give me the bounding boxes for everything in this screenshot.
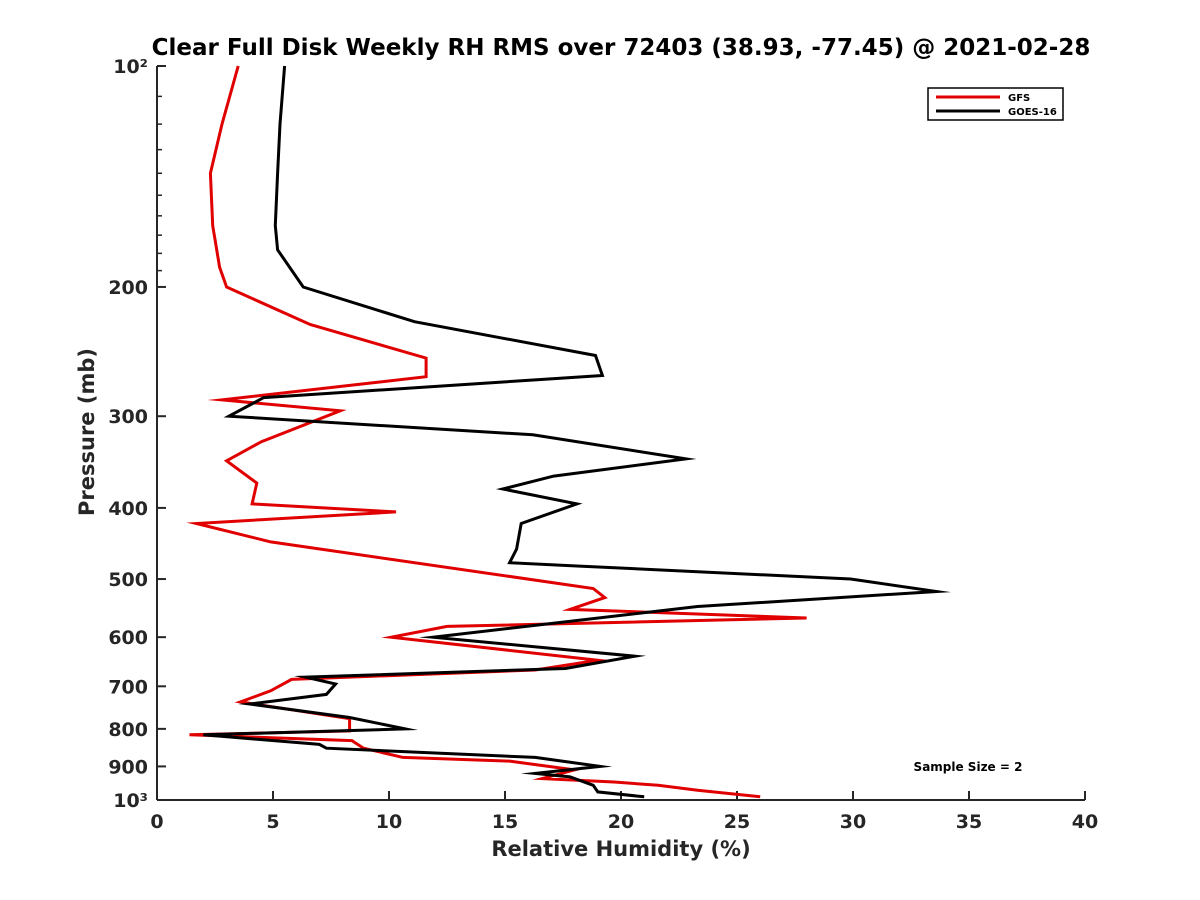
x-tick-label: 35 [956,811,982,833]
chart-title: Clear Full Disk Weekly RH RMS over 72403… [152,35,1091,61]
legend-entry-label: GFS [1008,93,1030,104]
y-axis-label: Pressure (mb) [75,348,99,516]
chart-legend: GFS GOES-16 [927,87,1064,121]
y-tick-label: 10² [113,56,148,78]
x-tick-label: 25 [724,811,750,833]
axis-ticks: 0 5 10 15 20 25 30 35 40 10² 200 300 400 500 600 700 800… [108,56,1098,833]
y-tick-label: 200 [108,277,148,299]
y-tick-label: 500 [108,569,148,591]
y-tick-label: 700 [108,676,148,698]
x-tick-label: 5 [266,811,279,833]
x-tick-label: 20 [608,811,634,833]
y-tick-label: 800 [108,719,148,741]
x-axis-label: Relative Humidity (%) [491,837,750,861]
y-tick-label: 10³ [113,790,148,812]
y-tick-label: 400 [108,498,148,520]
y-tick-label: 900 [108,756,148,778]
series-line-gfs [186,65,807,799]
series-line-goes-16 [203,65,951,799]
x-tick-label: 30 [840,811,866,833]
legend-box [927,87,1064,121]
x-tick-label: 10 [376,811,402,833]
x-tick-label: 15 [492,811,518,833]
y-tick-label: 600 [108,627,148,649]
x-tick-label: 40 [1072,811,1098,833]
legend-entry-label: GOES-16 [1008,107,1057,118]
data-series [186,65,951,799]
sample-size-annotation: Sample Size = 2 [914,760,1023,774]
y-tick-label: 300 [108,406,148,428]
x-tick-label: 0 [150,811,163,833]
